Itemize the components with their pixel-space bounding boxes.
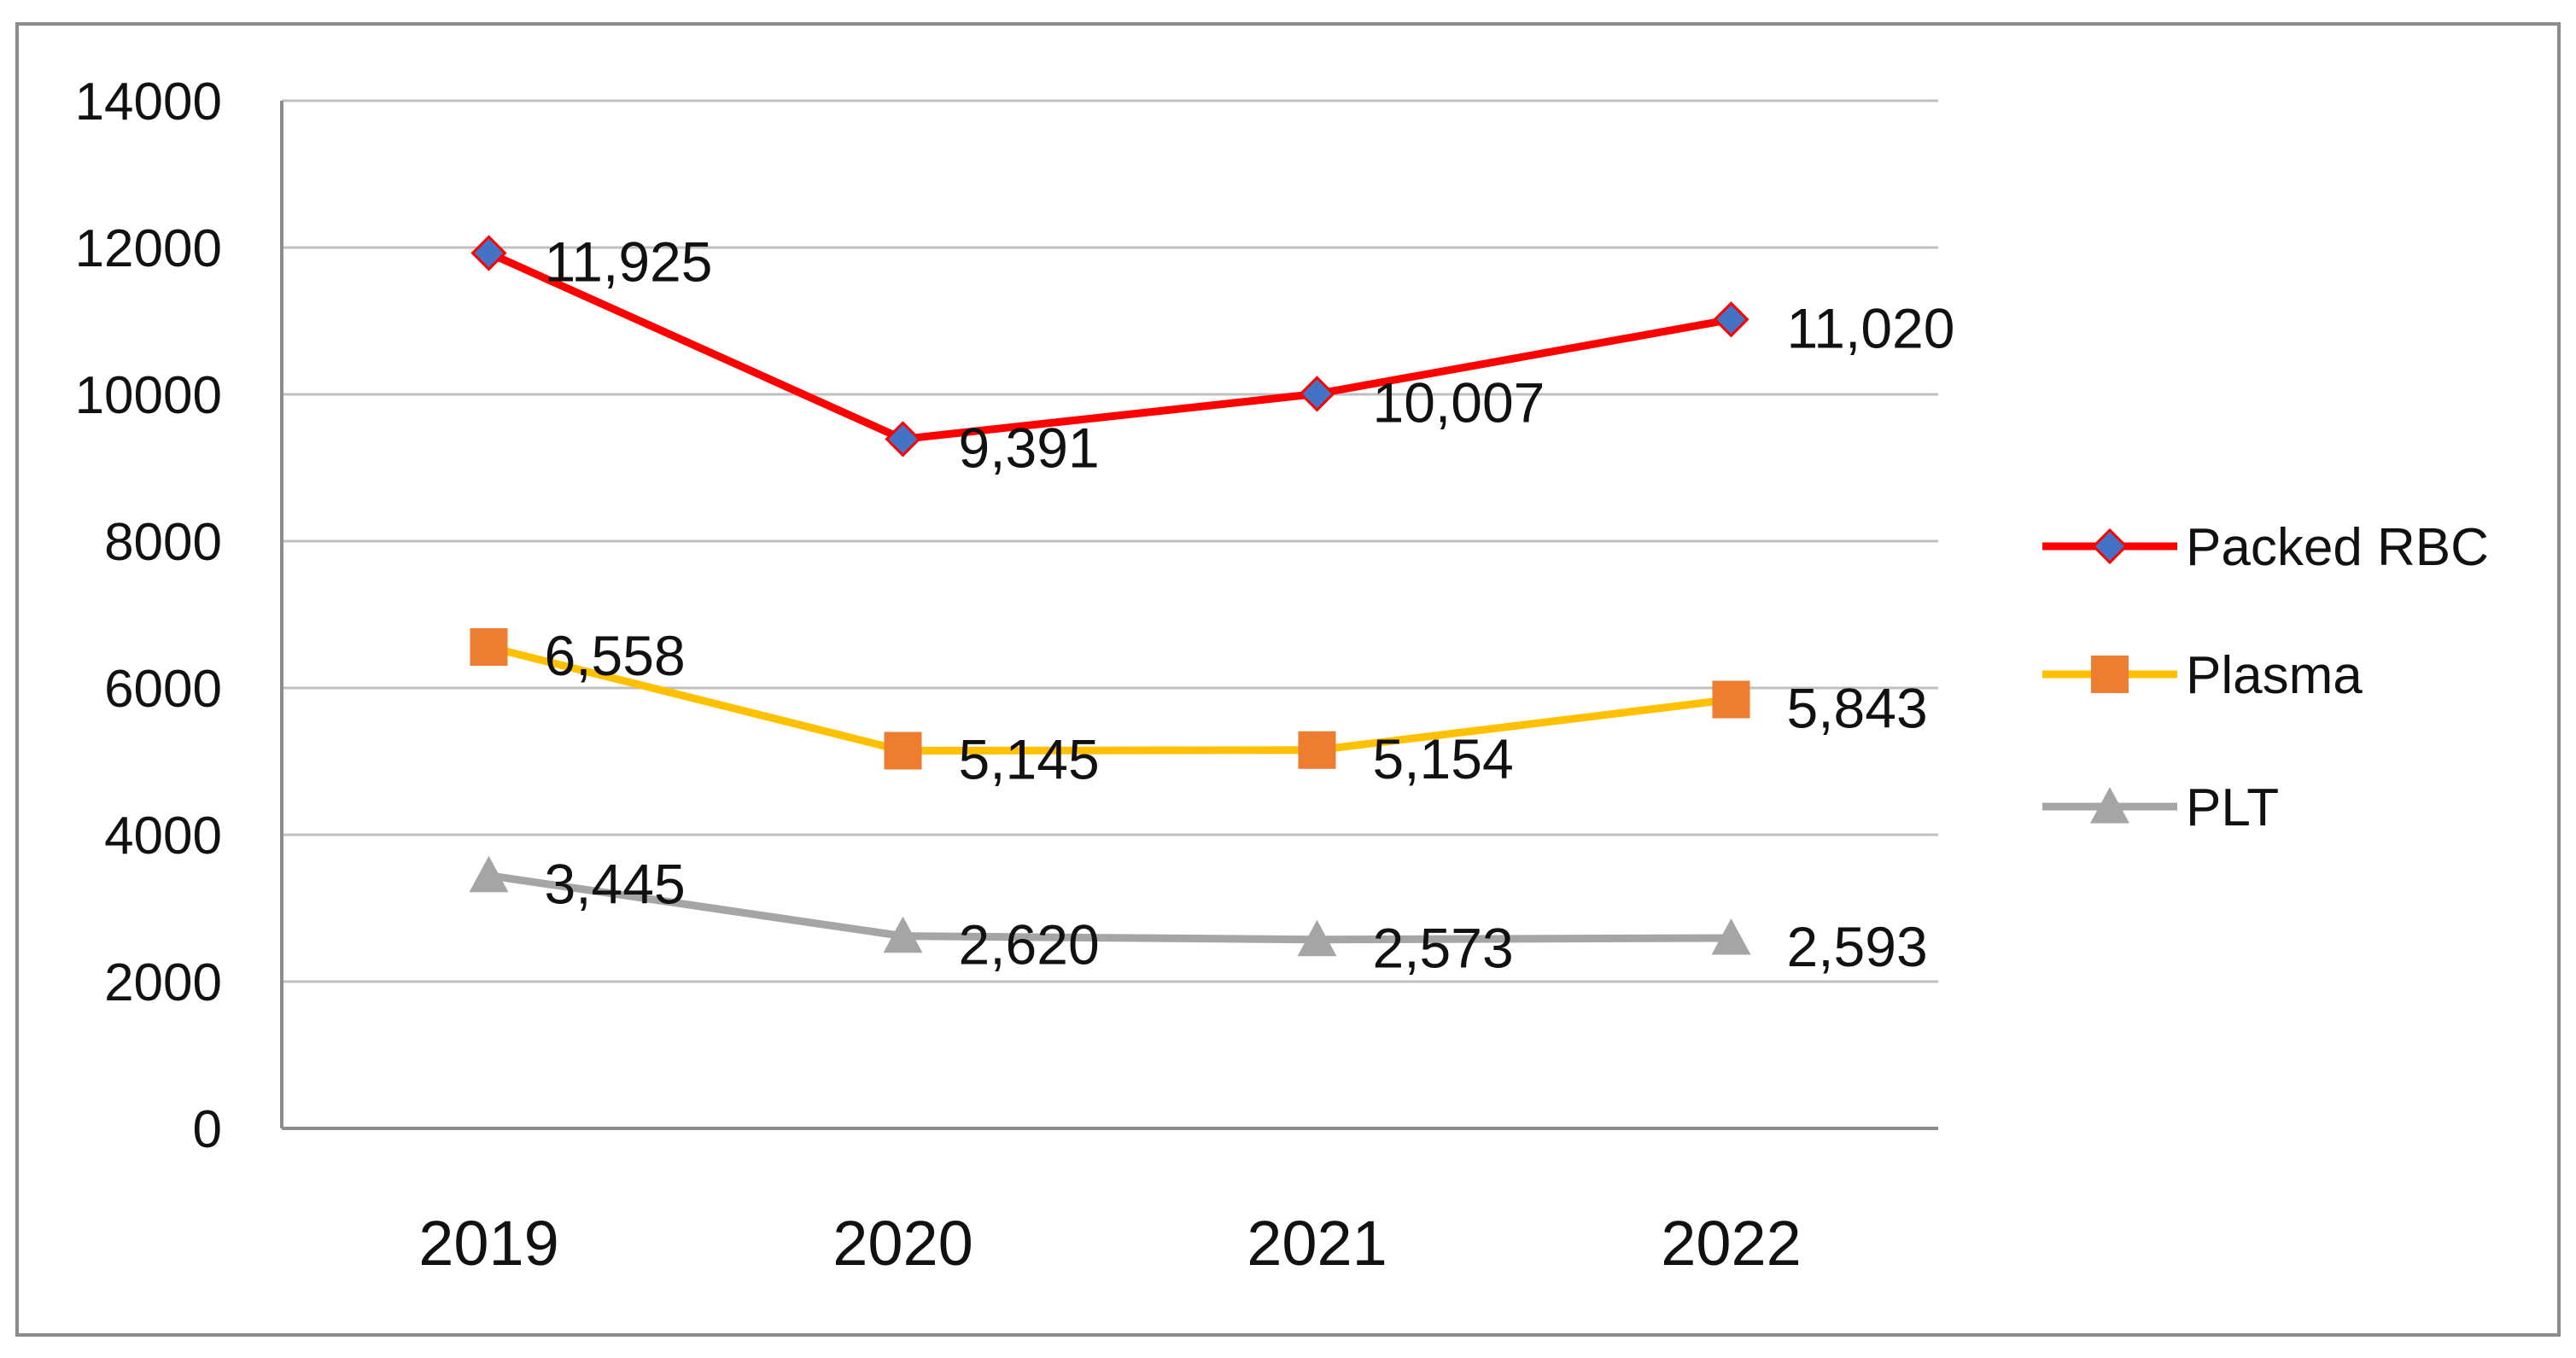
- legend-label: Packed RBC: [2186, 518, 2489, 577]
- data-point-marker: [1713, 301, 1749, 338]
- legend: Packed RBC Plasma PLT: [2042, 518, 2489, 837]
- data-label: 5,843: [1787, 677, 1928, 740]
- data-point-marker: [1299, 376, 1335, 412]
- data-label: 3,445: [545, 853, 686, 916]
- data-point-marker: [1298, 731, 1336, 769]
- data-point-marker: [884, 731, 922, 770]
- y-tick-label: 10000: [75, 366, 222, 425]
- series-line-packed-rbc: [485, 248, 1735, 443]
- legend-label: Plasma: [2186, 646, 2363, 705]
- y-tick-label: 14000: [75, 73, 222, 131]
- data-point-marker: [1712, 680, 1750, 719]
- y-tick-label: 12000: [75, 219, 222, 278]
- gridlines: [282, 99, 1938, 1130]
- data-point-marker: [883, 916, 923, 953]
- y-tick-label: 0: [193, 1100, 222, 1159]
- chart-border: [15, 22, 2561, 1337]
- y-tick-label: 6000: [104, 660, 222, 719]
- data-point-marker: [470, 235, 507, 271]
- data-point-marker: [1711, 918, 1751, 955]
- legend-marker: [2091, 527, 2129, 565]
- legend-label: PLT: [2186, 778, 2279, 837]
- data-label: 9,391: [959, 416, 1100, 479]
- x-tick-label: 2020: [832, 1208, 973, 1279]
- data-label: 11,925: [545, 230, 713, 293]
- data-label: 5,145: [959, 728, 1100, 791]
- data-label: 2,593: [1787, 915, 1928, 978]
- plot-area: 11,925 9,391 10,007 11,020 6,558 5,145 5,154 5,…: [469, 230, 1955, 980]
- data-label: 11,020: [1787, 296, 1955, 359]
- data-label: 10,007: [1373, 370, 1545, 434]
- y-tick-label: 8000: [104, 513, 222, 572]
- x-tick-label: 2021: [1247, 1208, 1387, 1279]
- data-point-marker: [470, 628, 508, 667]
- x-tick-label: 2019: [418, 1208, 559, 1279]
- y-tick-label: 2000: [104, 953, 222, 1012]
- legend-marker: [2090, 787, 2129, 824]
- data-label: 2,620: [959, 913, 1100, 976]
- data-label: 5,154: [1373, 727, 1514, 790]
- series-line-plasma: [485, 643, 1735, 755]
- x-tick-label: 2022: [1661, 1208, 1802, 1279]
- data-point-marker: [1297, 919, 1337, 957]
- data-point-marker: [885, 421, 921, 458]
- data-point-marker: [469, 855, 509, 893]
- legend-marker: [2091, 656, 2129, 693]
- axes: 0 2000 4000 6000 8000 10000 12000 14000 2019 2020…: [75, 73, 1802, 1279]
- data-label: 6,558: [545, 624, 686, 687]
- data-label: 2,573: [1373, 917, 1514, 980]
- y-tick-label: 4000: [104, 807, 222, 866]
- series-line-plt: [485, 871, 1735, 944]
